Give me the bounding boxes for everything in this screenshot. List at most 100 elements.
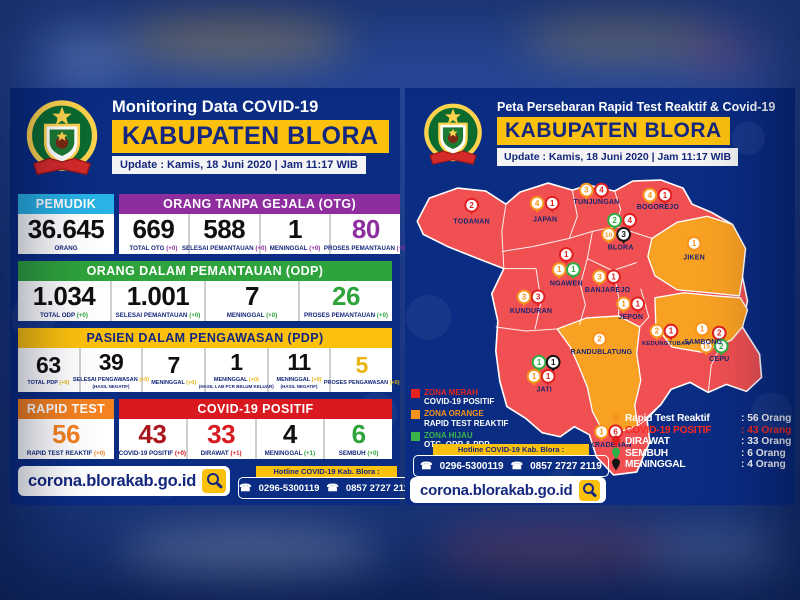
svg-text:1: 1 xyxy=(692,239,697,248)
green-zone-swatch xyxy=(411,431,420,441)
stat-cell: 63 TOTAL PDP (+0) xyxy=(18,348,81,392)
otg-section: ORANG TANPA GEJALA (OTG) 669 TOTAL OTG (… xyxy=(119,194,408,254)
stat-cell: 669 TOTAL OTG (+0) xyxy=(119,214,190,254)
svg-text:3: 3 xyxy=(597,272,602,281)
stat-label: MENINGGAL xyxy=(276,377,311,383)
map-pin: 4 xyxy=(642,187,658,205)
district-label: KRADENAN xyxy=(590,442,632,449)
svg-text:1: 1 xyxy=(532,372,537,381)
search-icon[interactable] xyxy=(578,479,600,501)
stat-cell: 5 PROSES PENGAWASAN (+0) xyxy=(324,348,400,392)
stat-value: 7 xyxy=(245,281,259,311)
stat-value: 56 xyxy=(52,419,80,449)
map-pin: 1 xyxy=(686,236,702,254)
map-pin: 1 xyxy=(540,368,556,386)
stat-cell: 11 MENINGGAL (+0) (HASIL NEGATIF) xyxy=(269,348,332,392)
svg-text:6: 6 xyxy=(613,427,618,436)
stat-sublabel: (HASIL NEGATIF) xyxy=(280,384,318,389)
map-pin: 1 xyxy=(558,247,574,265)
stat-cell: 1.001 SELESAI PEMANTAUAN (+0) xyxy=(112,281,206,321)
stat-legend-row: SEMBUH : 6 Orang xyxy=(611,447,791,460)
search-icon[interactable] xyxy=(202,469,227,493)
stat-legend-value: : 6 Orang xyxy=(741,447,786,459)
stat-cell-pemudik: 36.645 ORANG xyxy=(18,214,114,254)
pdp-header: PASIEN DALAM PENGAWASAN (PDP) xyxy=(18,328,392,348)
stat-label: SELESAI PEMANTAUAN xyxy=(115,312,188,319)
map-pin: 15 xyxy=(698,338,714,356)
stat-value: 26 xyxy=(332,281,360,311)
district-label: RANDUBLATUNG xyxy=(571,349,633,356)
backdrop-blur xyxy=(680,30,770,74)
svg-text:4: 4 xyxy=(535,199,540,208)
district-label: BLORA xyxy=(608,244,634,251)
district-label: TODANAN xyxy=(453,218,489,225)
stat-label: MENINGGAL xyxy=(269,245,308,252)
map-pin: 2 xyxy=(713,338,729,356)
map-pin: 1 xyxy=(694,321,710,339)
stat-delta: (+0) xyxy=(367,450,379,457)
svg-text:4: 4 xyxy=(648,191,653,200)
odp-section: ORANG DALAM PEMANTAUAN (ODP) 1.034 TOTAL… xyxy=(18,261,392,321)
svg-text:2: 2 xyxy=(655,327,660,336)
stat-cell: 1 MENINGGAL (+0) (HASIL LAB PCR BELUM KE… xyxy=(199,348,274,392)
monitoring-panel: Monitoring Data COVID-19 KABUPATEN BLORA… xyxy=(10,88,416,505)
stat-sublabel: (HASIL LAB PCR BELUM KELUAR) xyxy=(198,384,274,389)
map-pin: 1 xyxy=(526,368,542,386)
stat-delta: (+0) xyxy=(309,245,321,252)
map-pin: 1 xyxy=(551,262,567,280)
whatsapp-icon: ☎ xyxy=(326,482,339,494)
zone-desc: COVID-19 POSITIF xyxy=(424,397,495,407)
website-box[interactable]: corona.blorakab.go.id xyxy=(18,466,231,496)
region-title: KABUPATEN BLORA xyxy=(497,117,730,145)
svg-text:1: 1 xyxy=(537,358,542,367)
district-label: BOGOREJO xyxy=(637,204,680,211)
stat-label: SEMBUH xyxy=(338,450,366,457)
map-pin: 1 xyxy=(544,195,560,213)
svg-text:1: 1 xyxy=(636,299,641,308)
region-title: KABUPATEN BLORA xyxy=(112,120,389,153)
stat-cell: 588 SELESAI PEMANTAUAN (+0) xyxy=(182,214,267,254)
stat-legend-row: COVID-19 POSITIF : 43 Orang xyxy=(611,425,791,437)
update-banner: Update : Kamis, 18 Juni 2020 | Jam 11:17… xyxy=(497,148,739,166)
stat-label: ORANG xyxy=(54,245,78,252)
stat-delta: (+0) xyxy=(186,380,197,386)
stat-legend-value: : 56 Orang xyxy=(741,413,792,425)
website-url[interactable]: corona.blorakab.go.id xyxy=(420,481,573,499)
stat-legend-value: : 33 Orang xyxy=(741,436,792,448)
map-pin: 2 xyxy=(607,212,622,230)
svg-text:15: 15 xyxy=(702,344,710,351)
stat-delta: (+0) xyxy=(248,377,259,383)
svg-text:1: 1 xyxy=(669,327,674,336)
stat-legend-value: : 4 Orang xyxy=(741,459,786,471)
stat-cell: 56 RAPID TEST REAKTIF (+0) xyxy=(18,419,114,459)
svg-text:2: 2 xyxy=(719,342,724,351)
stat-delta: (+0) xyxy=(189,312,201,319)
stat-value: 6 xyxy=(351,419,366,449)
phone-icon: ☎ xyxy=(420,460,433,472)
district-label: JIKEN xyxy=(683,255,705,262)
stat-cell: 39 SELESAI PENGAWASAN (+0) (HASIL NEGATI… xyxy=(73,348,149,392)
stat-delta: (+0) xyxy=(59,380,70,386)
district-label: NGAWEN xyxy=(550,281,583,288)
phone-number[interactable]: 0857 2727 2119 xyxy=(345,482,415,494)
svg-text:10: 10 xyxy=(605,232,613,239)
svg-text:1: 1 xyxy=(700,325,705,334)
hotline-block: Hotline COVID-19 Kab. Blora : ☎ 0296-530… xyxy=(413,444,609,477)
stat-label: SELESAI PEMANTAUAN xyxy=(181,245,254,252)
district-label: KEDUNGTUBAN xyxy=(642,341,690,347)
svg-text:2: 2 xyxy=(612,216,617,225)
stat-cell: 4 MENINGGAL (+1) xyxy=(257,419,326,459)
svg-text:1: 1 xyxy=(599,427,604,436)
stat-value: 5 xyxy=(355,352,369,378)
stat-delta: (+1) xyxy=(304,450,316,457)
map-pin: 3 xyxy=(516,289,532,307)
phone-number[interactable]: 0296-5300119 xyxy=(258,482,320,494)
map-pin: 3 xyxy=(616,227,631,244)
phone-number[interactable]: 0857 2727 2119 xyxy=(530,460,602,472)
svg-text:1: 1 xyxy=(663,191,668,200)
phone-number[interactable]: 0296-5300119 xyxy=(439,460,504,472)
website-box[interactable]: corona.blorakab.go.id xyxy=(410,477,606,503)
stat-label: MENINGGAL xyxy=(213,377,248,383)
map-pin: 1 xyxy=(565,262,581,280)
website-url[interactable]: corona.blorakab.go.id xyxy=(28,471,197,490)
